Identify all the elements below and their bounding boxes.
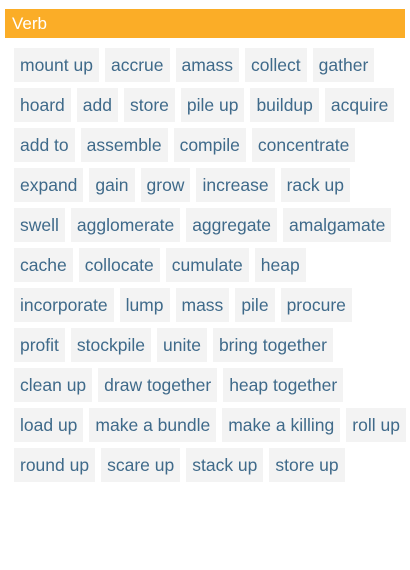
synonym-chip[interactable]: profit xyxy=(14,328,65,362)
synonym-chip[interactable]: gather xyxy=(312,48,375,82)
synonym-chip[interactable]: collocate xyxy=(78,248,160,282)
synonym-chip[interactable]: acquire xyxy=(324,88,395,122)
synonym-chip[interactable]: add to xyxy=(14,128,75,162)
synonym-chip[interactable]: lump xyxy=(119,288,170,322)
synonym-chip[interactable]: concentrate xyxy=(251,128,356,162)
synonym-chip[interactable]: bring together xyxy=(212,328,333,362)
synonym-chip[interactable]: expand xyxy=(14,168,84,202)
synonym-chip[interactable]: store xyxy=(123,88,175,122)
synonym-chip[interactable]: increase xyxy=(196,168,275,202)
synonym-chip[interactable]: round up xyxy=(14,448,96,482)
synonym-chip[interactable]: cache xyxy=(14,248,73,282)
synonym-chip[interactable]: heap together xyxy=(223,368,344,402)
synonym-chip[interactable]: pile up xyxy=(180,88,245,122)
synonym-chip[interactable]: make a bundle xyxy=(89,408,217,442)
synonym-chip[interactable]: buildup xyxy=(250,88,319,122)
synonym-chip[interactable]: incorporate xyxy=(14,288,114,322)
synonym-chip[interactable]: grow xyxy=(140,168,191,202)
synonym-chip[interactable]: hoard xyxy=(14,88,71,122)
synonym-chip[interactable]: compile xyxy=(173,128,246,162)
synonym-chip[interactable]: assemble xyxy=(80,128,168,162)
synonym-chip[interactable]: stockpile xyxy=(70,328,151,362)
synonym-chip[interactable]: draw together xyxy=(98,368,218,402)
synonym-chip[interactable]: store up xyxy=(269,448,345,482)
synonym-chip[interactable]: add xyxy=(76,88,118,122)
synonym-chip[interactable]: accrue xyxy=(104,48,170,82)
synonym-chip[interactable]: procure xyxy=(280,288,352,322)
synonym-chip[interactable]: rack up xyxy=(280,168,350,202)
synonym-chip[interactable]: roll up xyxy=(346,408,406,442)
synonym-chip[interactable]: gain xyxy=(89,168,135,202)
synonym-chip[interactable]: clean up xyxy=(14,368,93,402)
synonym-chip[interactable]: agglomerate xyxy=(70,208,181,242)
synonym-chip[interactable]: swell xyxy=(14,208,65,242)
synonym-chip[interactable]: heap xyxy=(254,248,306,282)
synonym-chip[interactable]: unite xyxy=(157,328,207,362)
synonym-chip[interactable]: stack up xyxy=(186,448,264,482)
synonym-chip[interactable]: collect xyxy=(245,48,307,82)
synonym-chip[interactable]: cumulate xyxy=(165,248,249,282)
synonym-list: mount up accrue amass collect gather hoard add… xyxy=(14,48,406,482)
synonym-chip[interactable]: amalgamate xyxy=(283,208,392,242)
synonym-chip[interactable]: amass xyxy=(175,48,240,82)
synonym-chip[interactable]: aggregate xyxy=(186,208,278,242)
synonym-chip[interactable]: mass xyxy=(175,288,230,322)
synonym-chip[interactable]: load up xyxy=(14,408,84,442)
synonym-chip[interactable]: mount up xyxy=(14,48,99,82)
part-of-speech-header: Verb xyxy=(5,9,405,38)
synonym-chip[interactable]: pile xyxy=(235,288,275,322)
synonym-chip[interactable]: scare up xyxy=(101,448,181,482)
synonym-chip[interactable]: make a killing xyxy=(222,408,341,442)
